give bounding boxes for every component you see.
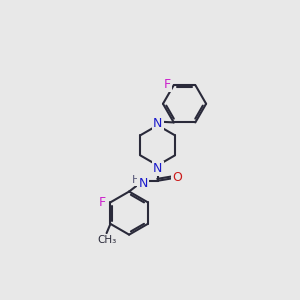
Text: N: N: [153, 116, 162, 130]
Text: N: N: [153, 162, 162, 175]
Text: N: N: [138, 177, 148, 190]
Text: H: H: [132, 175, 140, 185]
Text: CH₃: CH₃: [97, 235, 116, 245]
Text: F: F: [99, 196, 106, 209]
Text: F: F: [164, 78, 171, 91]
Text: O: O: [173, 171, 183, 184]
